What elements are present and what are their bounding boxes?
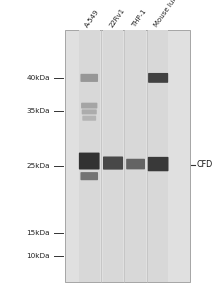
Bar [125,30,146,282]
Bar [103,30,123,282]
FancyBboxPatch shape [82,116,96,121]
FancyBboxPatch shape [80,172,98,180]
Text: THP-1: THP-1 [131,8,147,28]
Text: 40kDa: 40kDa [26,75,50,81]
FancyBboxPatch shape [79,153,100,169]
Text: A-549: A-549 [84,8,101,28]
Bar [65,30,190,282]
FancyBboxPatch shape [80,74,98,82]
Text: 22Rv1: 22Rv1 [108,7,126,28]
FancyBboxPatch shape [148,157,168,171]
Bar [79,30,100,282]
FancyBboxPatch shape [148,73,168,83]
Text: 10kDa: 10kDa [26,253,50,259]
Text: Mouse lung: Mouse lung [153,0,181,28]
FancyBboxPatch shape [103,157,123,169]
FancyBboxPatch shape [126,159,145,170]
Text: 25kDa: 25kDa [26,163,50,169]
FancyBboxPatch shape [82,110,97,114]
Text: 15kDa: 15kDa [26,230,50,236]
Text: CFD: CFD [197,160,213,169]
FancyBboxPatch shape [81,103,97,109]
Bar [148,30,168,282]
Text: 35kDa: 35kDa [26,108,50,114]
